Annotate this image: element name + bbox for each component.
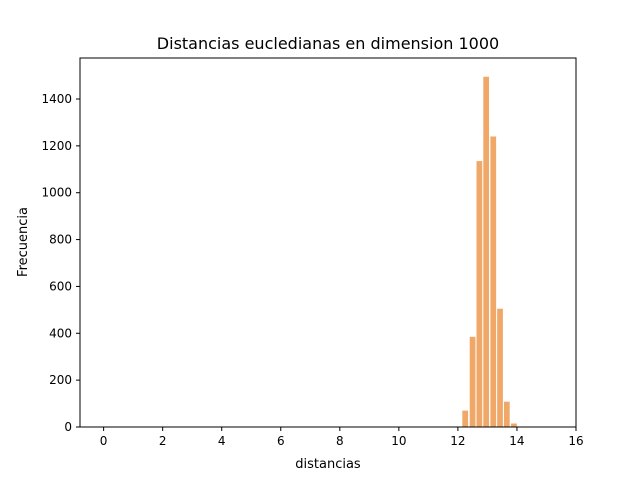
x-tick-label-4: 8	[336, 434, 344, 448]
y-tick-label-5: 1000	[41, 186, 72, 200]
x-axis-label: distancias	[295, 457, 361, 472]
histogram-bar-5	[497, 308, 503, 427]
y-tick-label-2: 400	[49, 326, 72, 340]
histogram-bar-2	[476, 161, 483, 428]
x-tick-label-7: 14	[509, 434, 524, 448]
plot-frame	[79, 57, 577, 428]
histogram-bar-6	[503, 401, 510, 427]
histogram-bar-0	[462, 410, 469, 427]
y-tick-label-7: 1400	[41, 92, 72, 106]
x-tick-label-5: 10	[391, 434, 406, 448]
x-tick-label-0: 0	[100, 434, 108, 448]
x-tick-label-3: 6	[277, 434, 285, 448]
x-tick-label-6: 12	[450, 434, 465, 448]
histogram-bar-1	[469, 336, 476, 427]
x-tick-label-8: 16	[568, 434, 583, 448]
x-tick-label-1: 2	[159, 434, 167, 448]
x-axis-ticks: 0 2 4 6 8 10 12 14 16	[100, 427, 584, 448]
histogram-bar-3	[483, 76, 490, 427]
chart-title: Distancias eucledianas en dimension 1000	[157, 34, 499, 53]
y-tick-label-6: 1200	[41, 139, 72, 153]
y-axis-label: Frecuencia	[16, 207, 31, 277]
y-tick-label-3: 600	[49, 279, 72, 293]
x-tick-label-2: 4	[218, 434, 226, 448]
y-tick-label-0: 0	[64, 420, 72, 434]
bars-group	[462, 76, 517, 428]
y-tick-label-1: 200	[49, 373, 72, 387]
histogram-bar-4	[490, 136, 497, 427]
y-tick-label-4: 800	[49, 233, 72, 247]
y-axis-ticks: 0 200 400 600 800 1000 1200 1400	[41, 92, 80, 434]
histogram-bar-7	[511, 423, 517, 427]
